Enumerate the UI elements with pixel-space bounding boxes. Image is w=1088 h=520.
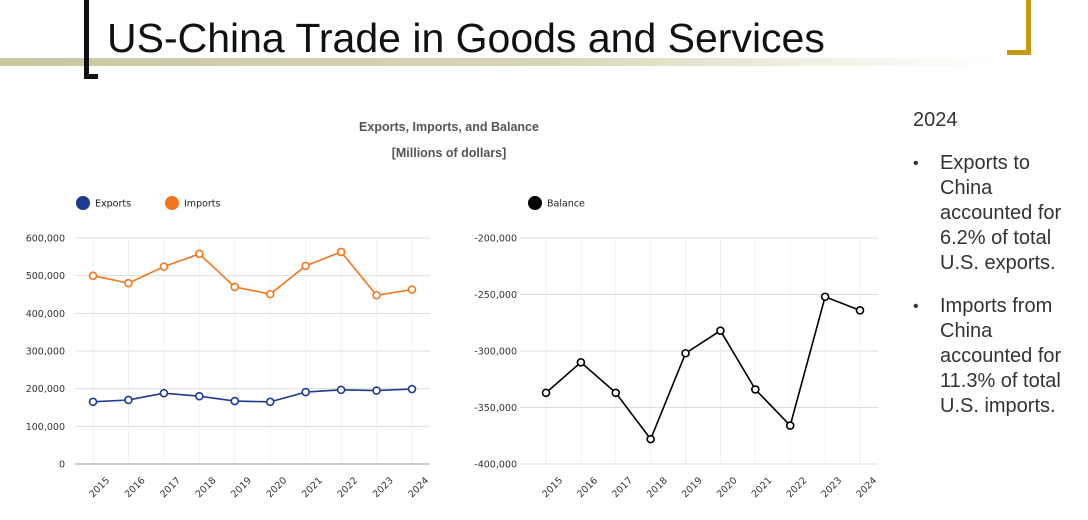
bullet-exports-share: Exports to China accounted for 6.2% of t… [913,151,1083,276]
x-tick-label: 2019 [229,475,254,500]
data-point [716,326,725,335]
legend-marker [528,196,542,210]
x-tick-label: 2015 [87,475,112,500]
title-bracket-left [84,0,98,79]
data-point [407,285,417,294]
y-tick-label: 600,000 [26,234,65,245]
x-tick-label: 2016 [575,475,600,500]
legend-label: Imports [184,199,221,210]
data-point [230,396,240,406]
data-point [407,384,417,394]
data-point [336,247,346,257]
y-tick-label: 400,000 [26,309,65,320]
data-point [265,397,275,407]
x-tick-label: 2024 [406,475,431,500]
x-tick-label: 2018 [194,475,219,500]
legend-label: Balance [547,199,585,210]
x-tick-label: 2022 [335,475,360,500]
data-point [265,289,275,299]
x-tick-label: 2020 [715,475,740,500]
x-tick-label: 2023 [371,475,396,500]
y-tick-label: 200,000 [26,384,65,395]
legend-marker [76,196,90,210]
data-point [301,261,310,271]
chart-subtitle: [Millions of dollars] [392,146,507,160]
title-underline-bar [0,58,1000,66]
x-tick-label: 2022 [785,475,810,500]
data-point [646,434,655,444]
series-line [92,388,413,403]
x-tick-label: 2016 [123,475,148,500]
y-tick-label: -400,000 [474,460,517,471]
data-point [576,357,586,367]
x-tick-label: 2015 [540,475,565,500]
data-point [159,262,169,271]
data-point [336,385,346,395]
series-line [545,295,861,441]
y-tick-label: -200,000 [474,234,517,245]
x-tick-label: 2021 [300,475,325,500]
y-tick-label: 500,000 [26,271,65,282]
x-tick-label: 2021 [750,475,775,500]
x-tick-label: 2019 [680,475,705,500]
data-point [541,388,551,398]
data-point [751,385,760,394]
y-tick-label: -350,000 [474,403,517,414]
y-tick-label: 0 [59,460,65,471]
bullet-imports-share: Imports from China accounted for 11.3% o… [913,294,1083,419]
data-point [372,290,381,300]
data-point [681,348,690,358]
data-point [159,388,169,398]
data-point [124,395,133,405]
y-tick-label: 300,000 [26,347,65,358]
side-bullet-list: Exports to China accounted for 6.2% of t… [913,151,1083,419]
data-point [820,292,830,302]
legend-label: Exports [95,199,131,210]
y-tick-label: -300,000 [474,347,517,358]
x-tick-label: 2017 [158,475,183,500]
balance-chart: -400,000 -350,000 -300,000 -250,000 -200,000… [474,196,879,500]
x-tick-label: 2020 [265,475,290,500]
data-point [785,421,795,430]
slide-title: US-China Trade in Goods and Services [107,15,825,61]
x-tick-label: 2024 [854,475,879,500]
y-tick-label: -250,000 [474,290,517,301]
x-tick-label: 2023 [819,475,844,500]
data-point [855,306,865,315]
x-tick-label: 2018 [645,475,670,500]
data-point [301,387,310,397]
side-panel: 2024 Exports to China accounted for 6.2%… [913,107,1083,437]
data-point [88,271,98,280]
data-point [230,282,240,292]
chart-title: Exports, Imports, and Balance [359,120,539,134]
series-line [92,250,413,297]
legend-marker [165,196,179,210]
exports-imports-chart: 0 100,000 200,000 300,000 400,000 500,000 600,… [26,196,431,500]
data-point [88,397,98,407]
data-point [372,386,381,395]
x-tick-label: 2017 [610,475,635,500]
side-year: 2024 [913,109,958,131]
data-point [195,391,204,401]
data-point [195,249,204,259]
title-bracket-right [1007,0,1031,55]
data-point [611,388,621,398]
y-tick-label: 100,000 [26,422,65,433]
data-point [124,278,133,288]
